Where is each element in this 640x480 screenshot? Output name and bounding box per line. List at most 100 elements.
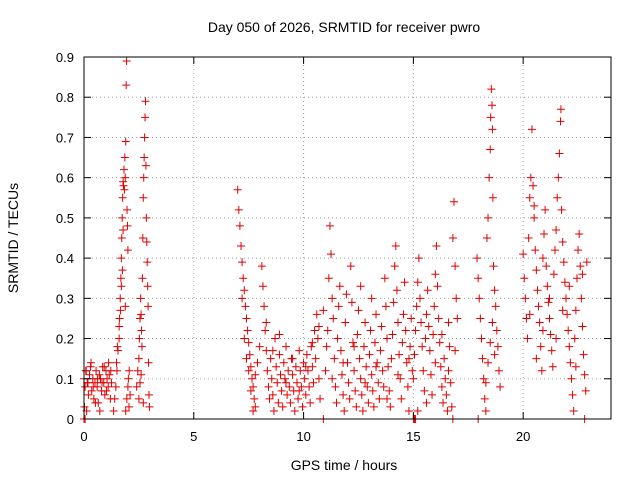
data-point (414, 254, 423, 263)
data-point (143, 282, 152, 291)
data-point (292, 378, 301, 387)
data-point (553, 193, 562, 202)
data-point (324, 274, 333, 283)
data-point (145, 402, 154, 411)
data-point (394, 370, 403, 379)
data-point (444, 318, 453, 327)
data-point (137, 370, 146, 379)
data-point (561, 294, 570, 303)
data-point (490, 286, 499, 295)
y-tick-label: 0 (67, 412, 74, 427)
data-point (525, 310, 534, 319)
data-point (118, 193, 127, 202)
x-tick-label: 20 (516, 429, 530, 444)
data-point (437, 382, 446, 391)
data-point (139, 193, 148, 202)
data-point (123, 246, 132, 255)
data-point (123, 205, 132, 214)
data-point (294, 394, 303, 403)
data-point (538, 326, 547, 335)
data-point (473, 254, 482, 263)
data-point (540, 229, 549, 238)
data-point (305, 382, 314, 391)
data-point (377, 322, 386, 331)
data-point (104, 382, 113, 391)
data-point (481, 406, 490, 415)
data-point (479, 374, 488, 383)
data-point (444, 366, 453, 375)
data-point (282, 342, 291, 351)
data-point (486, 145, 495, 154)
data-point (118, 266, 127, 275)
data-point (257, 262, 266, 271)
data-point (370, 338, 379, 347)
y-tick-label: 0.9 (56, 50, 74, 65)
data-point (278, 402, 287, 411)
data-point (446, 378, 455, 387)
data-point (323, 326, 332, 335)
data-point (309, 378, 318, 387)
y-tick-label: 0.8 (56, 90, 74, 105)
data-point (420, 386, 429, 395)
data-point (358, 406, 367, 415)
data-point (134, 354, 143, 363)
data-point (302, 350, 311, 359)
data-point (119, 165, 128, 174)
y-tick-label: 0.1 (56, 372, 74, 387)
data-point (301, 390, 310, 399)
data-point (83, 378, 92, 387)
data-point (113, 342, 122, 351)
data-point (339, 358, 348, 367)
data-point (249, 406, 258, 415)
data-point (556, 117, 565, 126)
data-point (366, 326, 375, 335)
data-point (546, 330, 555, 339)
data-point (424, 322, 433, 331)
data-point (548, 362, 557, 371)
data-point (552, 334, 561, 343)
data-point (532, 266, 541, 275)
data-point (280, 374, 289, 383)
data-point (319, 306, 328, 315)
data-point (264, 382, 273, 391)
data-point (429, 330, 438, 339)
data-point (115, 334, 124, 343)
data-point (282, 378, 291, 387)
data-point (421, 334, 430, 343)
data-point (356, 374, 365, 383)
data-point (374, 378, 383, 387)
data-point (526, 173, 535, 182)
data-point (582, 258, 591, 267)
data-point (559, 258, 568, 267)
data-point (268, 390, 277, 399)
data-point (243, 326, 252, 335)
data-point (445, 342, 454, 351)
data-point (541, 205, 550, 214)
data-point (486, 113, 495, 122)
data-point (303, 366, 312, 375)
data-point (122, 57, 131, 66)
y-tick-label: 0.3 (56, 291, 74, 306)
data-point (141, 97, 150, 106)
data-point (133, 366, 142, 375)
data-point (401, 326, 410, 335)
data-point (353, 330, 362, 339)
data-point (364, 398, 373, 407)
data-point (120, 185, 129, 194)
plot-frame (83, 56, 612, 420)
data-point (385, 386, 394, 395)
data-point (493, 342, 502, 351)
data-point (419, 366, 428, 375)
data-point (442, 390, 451, 399)
data-point (269, 406, 278, 415)
x-axis-label: GPS time / hours (291, 457, 398, 473)
data-point (576, 262, 585, 271)
data-point (543, 282, 552, 291)
data-point (103, 374, 112, 383)
data-point (321, 366, 330, 375)
data-point (529, 181, 538, 190)
chart-title: Day 050 of 2026, SRMTID for receiver pwr… (208, 19, 481, 35)
data-point (138, 234, 147, 242)
data-point (544, 298, 553, 307)
data-point (431, 358, 440, 367)
